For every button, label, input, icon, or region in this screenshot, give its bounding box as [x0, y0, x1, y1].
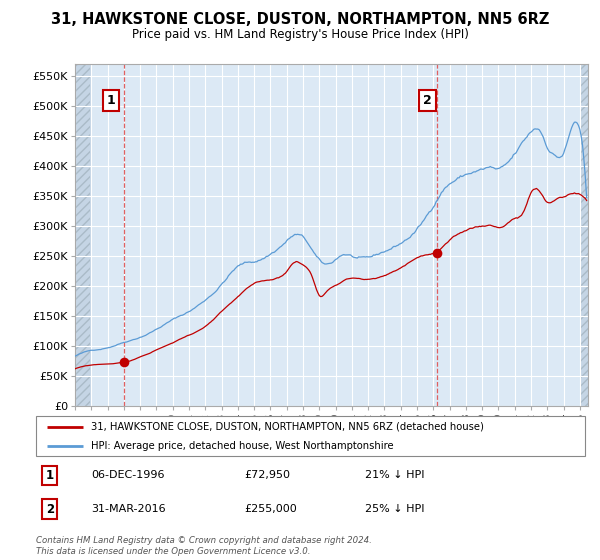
- Text: HPI: Average price, detached house, West Northamptonshire: HPI: Average price, detached house, West…: [91, 441, 394, 451]
- Text: 25% ↓ HPI: 25% ↓ HPI: [365, 504, 425, 514]
- Text: £72,950: £72,950: [245, 470, 290, 480]
- Text: 21% ↓ HPI: 21% ↓ HPI: [365, 470, 425, 480]
- Text: 1: 1: [46, 469, 54, 482]
- Text: 06-DEC-1996: 06-DEC-1996: [91, 470, 164, 480]
- Text: 31-MAR-2016: 31-MAR-2016: [91, 504, 166, 514]
- Text: Price paid vs. HM Land Registry's House Price Index (HPI): Price paid vs. HM Land Registry's House …: [131, 28, 469, 41]
- Bar: [581, 64, 590, 406]
- FancyBboxPatch shape: [36, 416, 585, 456]
- Bar: [75, 64, 89, 406]
- Text: Contains HM Land Registry data © Crown copyright and database right 2024.
This d: Contains HM Land Registry data © Crown c…: [36, 536, 372, 556]
- Text: £255,000: £255,000: [245, 504, 298, 514]
- Text: 2: 2: [46, 502, 54, 516]
- Text: 2: 2: [423, 94, 432, 107]
- Text: 31, HAWKSTONE CLOSE, DUSTON, NORTHAMPTON, NN5 6RZ (detached house): 31, HAWKSTONE CLOSE, DUSTON, NORTHAMPTON…: [91, 422, 484, 432]
- Text: 31, HAWKSTONE CLOSE, DUSTON, NORTHAMPTON, NN5 6RZ: 31, HAWKSTONE CLOSE, DUSTON, NORTHAMPTON…: [51, 12, 549, 27]
- Text: 1: 1: [106, 94, 115, 107]
